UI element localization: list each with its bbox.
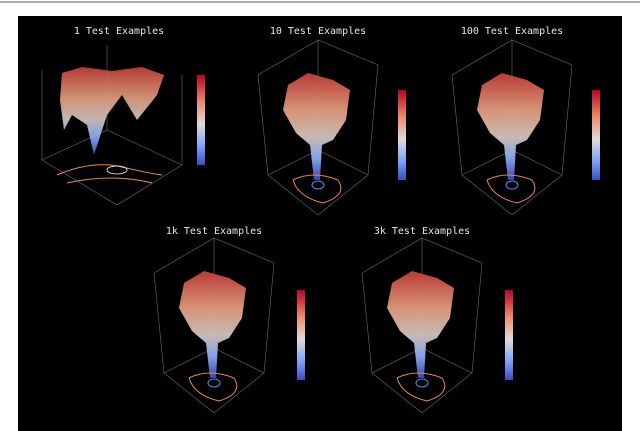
panel: 1 Test Examples bbox=[41, 26, 205, 206]
panel: 3k Test Examples bbox=[361, 226, 513, 414]
contour bbox=[311, 180, 325, 190]
contour bbox=[396, 372, 446, 402]
contour bbox=[486, 174, 536, 204]
panel: 1k Test Examples bbox=[153, 226, 305, 414]
colorbar bbox=[505, 290, 513, 380]
contour bbox=[106, 165, 128, 175]
colorbar bbox=[297, 290, 305, 380]
colorbar bbox=[398, 90, 406, 180]
panel-title: 100 Test Examples bbox=[461, 26, 563, 37]
contour bbox=[207, 378, 221, 388]
contour bbox=[292, 174, 342, 204]
contour bbox=[188, 372, 238, 402]
colorbar bbox=[592, 90, 600, 180]
panel-title: 10 Test Examples bbox=[270, 26, 366, 37]
panel-title: 3k Test Examples bbox=[374, 226, 470, 237]
panel: 10 Test Examples bbox=[257, 26, 406, 216]
panel-title: 1 Test Examples bbox=[74, 26, 164, 37]
surface bbox=[283, 73, 350, 180]
panel-title: 1k Test Examples bbox=[166, 226, 262, 237]
surface bbox=[179, 271, 246, 378]
panel: 100 Test Examples bbox=[451, 26, 600, 216]
surface bbox=[387, 271, 454, 378]
contour bbox=[415, 378, 429, 388]
contour bbox=[56, 164, 163, 184]
colorbar bbox=[197, 75, 205, 165]
contour bbox=[505, 180, 519, 190]
surface bbox=[60, 67, 164, 155]
surface bbox=[477, 73, 544, 180]
